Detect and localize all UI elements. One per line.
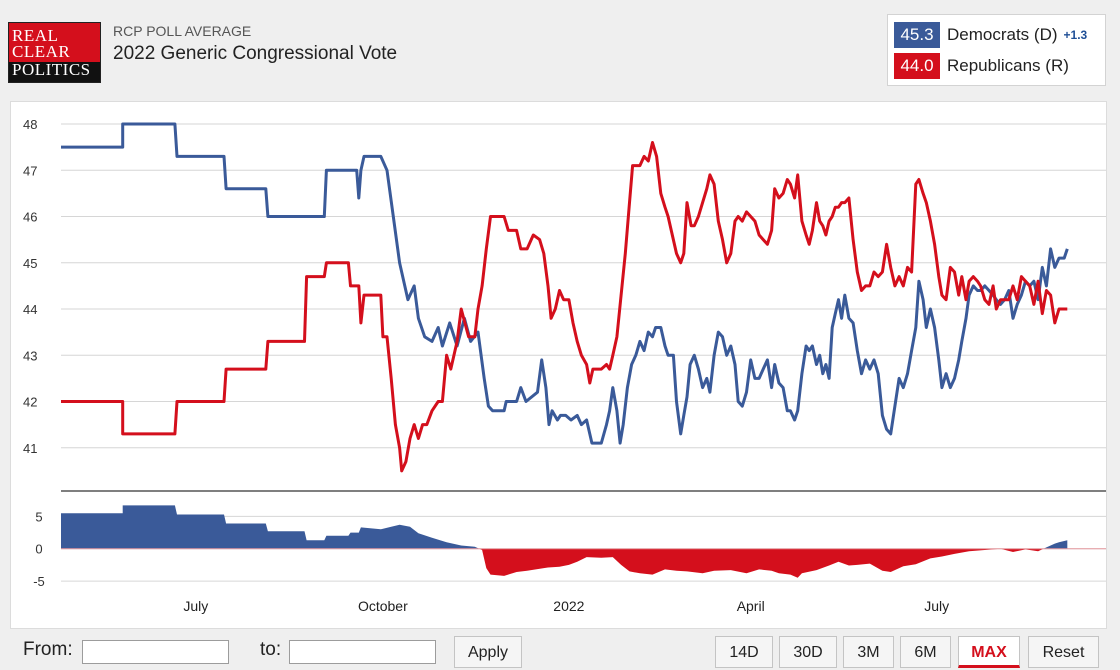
y-tick-label: 45 bbox=[23, 256, 37, 271]
spread-y-tick-label: 0 bbox=[35, 542, 42, 557]
y-tick-label: 41 bbox=[23, 441, 37, 456]
date-range-toolbar: From: to: Apply 14D 30D 3M 6M MAX Reset bbox=[10, 628, 1105, 670]
spread-area-rep-lead bbox=[479, 548, 1044, 578]
spread-y-tick-label: 5 bbox=[35, 509, 42, 524]
logo-word-2: CLEAR bbox=[12, 42, 71, 61]
from-date-input[interactable] bbox=[82, 640, 229, 664]
x-tick-label: July bbox=[183, 598, 208, 614]
y-tick-label: 44 bbox=[23, 302, 37, 317]
dem-series-line bbox=[61, 122, 1069, 445]
range-30d-button[interactable]: 30D bbox=[779, 636, 837, 668]
range-max-button[interactable]: MAX bbox=[958, 636, 1020, 668]
range-3m-button[interactable]: 3M bbox=[843, 636, 894, 668]
dem-value-badge: 45.3 bbox=[894, 22, 940, 48]
logo-stripe bbox=[9, 62, 100, 82]
reset-button[interactable]: Reset bbox=[1028, 636, 1099, 668]
y-tick-label: 43 bbox=[23, 348, 37, 363]
rep-series-line bbox=[61, 141, 1068, 473]
legend-row-rep: 44.0 Republicans (R) bbox=[894, 53, 1069, 79]
to-date-input[interactable] bbox=[289, 640, 436, 664]
to-label: to: bbox=[260, 639, 282, 660]
range-14d-button[interactable]: 14D bbox=[715, 636, 773, 668]
y-tick-label: 42 bbox=[23, 395, 37, 410]
legend: 45.3 Democrats (D) +1.3 44.0 Republicans… bbox=[887, 14, 1106, 86]
from-label: From: bbox=[23, 639, 73, 660]
apply-button[interactable]: Apply bbox=[454, 636, 522, 668]
rep-label: Republicans (R) bbox=[947, 56, 1069, 75]
page-title: 2022 Generic Congressional Vote bbox=[113, 43, 398, 64]
realclearpolitics-logo[interactable]: REAL CLEAR POLITICS bbox=[8, 22, 101, 83]
x-tick-label: 2022 bbox=[553, 598, 584, 614]
poll-chart[interactable]: 41 42 43 44 45 46 47 48 5 0 -5 July October 2022 April… bbox=[11, 102, 1106, 628]
y-tick-label: 48 bbox=[23, 117, 37, 132]
y-tick-label: 47 bbox=[23, 163, 37, 178]
dem-label: Democrats (D) bbox=[947, 25, 1058, 44]
poll-average-label: RCP POLL AVERAGE bbox=[113, 23, 252, 39]
chart-panel: 41 42 43 44 45 46 47 48 5 0 -5 July October 2022 April… bbox=[10, 101, 1107, 629]
spread-y-tick-label: -5 bbox=[33, 574, 45, 589]
spread-area-dem-lead bbox=[61, 505, 1068, 549]
x-tick-label: October bbox=[358, 598, 408, 614]
logo-word-3: POLITICS bbox=[12, 60, 91, 79]
dem-spread-change: +1.3 bbox=[1063, 28, 1088, 42]
legend-row-dem: 45.3 Democrats (D) +1.3 bbox=[894, 22, 1087, 48]
x-tick-label: July bbox=[924, 598, 949, 614]
logo-word-1: REAL bbox=[12, 26, 59, 45]
range-6m-button[interactable]: 6M bbox=[900, 636, 951, 668]
y-tick-label: 46 bbox=[23, 210, 37, 225]
rep-value-badge: 44.0 bbox=[894, 53, 940, 79]
x-tick-label: April bbox=[737, 598, 765, 614]
